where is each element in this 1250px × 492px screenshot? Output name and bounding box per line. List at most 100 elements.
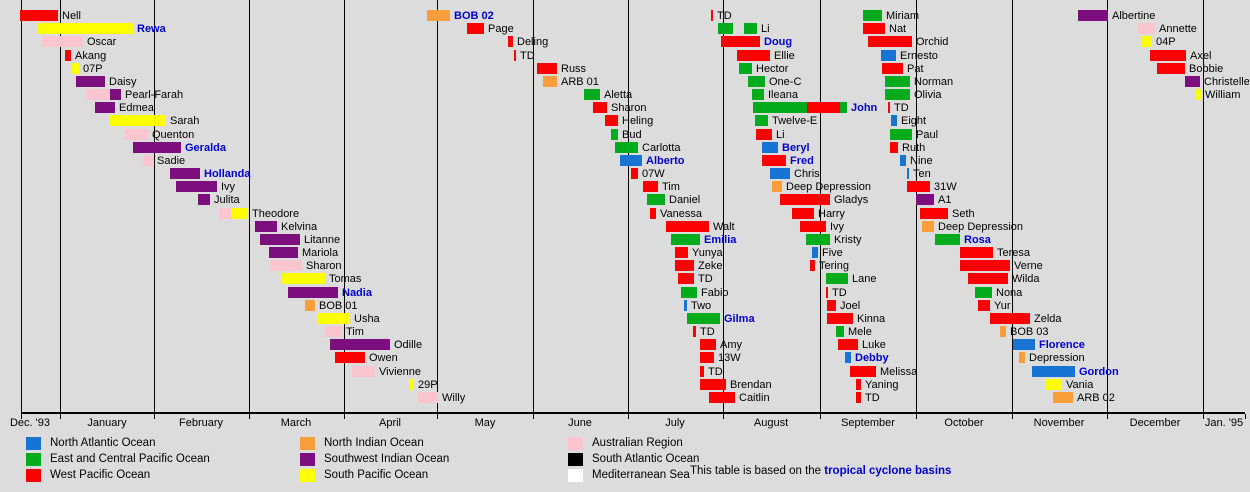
storm-label-aletta: Aletta <box>604 89 633 101</box>
timeline-bar-deep-depression <box>922 221 934 232</box>
axis-month-label: March <box>280 417 312 429</box>
timeline-bar-yur <box>978 300 990 311</box>
axis-tick <box>723 414 724 419</box>
storm-label-nona: Nona <box>996 287 1023 299</box>
timeline-bar-daniel <box>647 194 665 205</box>
storm-label-john[interactable]: John <box>851 102 878 114</box>
legend-swatch-red <box>26 469 41 482</box>
timeline-bar-rewa <box>38 23 133 34</box>
timeline-bar-twelve-e <box>755 115 768 126</box>
timeline-bar-paul <box>890 129 912 140</box>
timeline-bar-edmea <box>95 102 115 113</box>
storm-label-debby[interactable]: Debby <box>855 352 889 364</box>
legend-label: South Atlantic Ocean <box>592 453 700 465</box>
timeline-bar-ten <box>907 168 909 179</box>
storm-label-rosa[interactable]: Rosa <box>964 234 991 246</box>
timeline-bar-ivy <box>176 181 217 192</box>
legend-swatch-yellow <box>300 469 315 482</box>
storm-label-deep-depression: Deep Depression <box>938 221 1023 233</box>
storm-label-doug[interactable]: Doug <box>764 36 793 48</box>
storm-label-florence[interactable]: Florence <box>1039 339 1085 351</box>
timeline-bar-tering <box>810 260 815 271</box>
storm-label-td: TD <box>520 50 535 62</box>
legend-swatch-black <box>568 453 583 466</box>
timeline-bar-albertine <box>1078 10 1108 21</box>
storm-label-page: Page <box>488 23 514 35</box>
month-gridline <box>820 0 821 412</box>
storm-label-gordon[interactable]: Gordon <box>1079 366 1119 378</box>
axis-month-label: Dec. '93 <box>9 417 51 429</box>
storm-label-rewa[interactable]: Rewa <box>137 23 166 35</box>
storm-label-bob-01: BOB 01 <box>319 300 358 312</box>
storm-label-13w: 13W <box>718 352 741 364</box>
timeline-bar-olivia <box>885 89 910 100</box>
legend-label: West Pacific Ocean <box>50 469 151 481</box>
timeline-bar-sarah <box>110 115 166 126</box>
tropical-cyclone-basins-link[interactable]: tropical cyclone basins <box>824 465 952 477</box>
storm-label-teresa: Teresa <box>997 247 1031 259</box>
storm-label-verne: Verne <box>1014 260 1043 272</box>
storm-label-07p: 07P <box>83 63 103 75</box>
timeline-bar-tomas <box>282 273 325 284</box>
storm-label-hollanda[interactable]: Hollanda <box>204 168 251 180</box>
timeline-bar-td <box>693 326 696 337</box>
timeline-bar-nell <box>20 10 58 21</box>
timeline-bar-tim <box>325 326 342 337</box>
storm-label-alberto[interactable]: Alberto <box>646 155 685 167</box>
timeline-bar-gilma <box>687 313 720 324</box>
storm-label-nine: Nine <box>910 155 933 167</box>
timeline-bar-aletta <box>584 89 600 100</box>
storm-label-willy: Willy <box>442 392 466 404</box>
storm-label-deep-depression: Deep Depression <box>786 181 871 193</box>
axis-tick <box>60 414 61 419</box>
axis-month-label: December <box>1129 417 1181 429</box>
axis-tick <box>820 414 821 419</box>
timeline-bar-li <box>718 23 733 34</box>
storm-label-daisy: Daisy <box>109 76 137 88</box>
month-gridline <box>1203 0 1204 412</box>
timeline-bar-five <box>812 247 818 258</box>
timeline-bar-bud <box>611 129 618 140</box>
timeline-bar-lane <box>826 273 848 284</box>
storm-label-edmea: Edmea <box>119 102 154 114</box>
storm-label-fred[interactable]: Fred <box>790 155 814 167</box>
timeline-bar-31w <box>907 181 930 192</box>
timeline-bar-deling <box>508 36 513 47</box>
storm-label-gilma[interactable]: Gilma <box>724 313 755 325</box>
storm-label-vania: Vania <box>1066 379 1094 391</box>
storm-label-heling: Heling <box>622 115 654 127</box>
storm-label-tim: Tim <box>662 181 680 193</box>
timeline-bar-bob-02 <box>427 10 450 21</box>
storm-label-chris: Chris <box>794 168 820 180</box>
legend-label: North Indian Ocean <box>324 437 424 449</box>
timeline-bar-brendan <box>700 379 726 390</box>
timeline-bar-seth <box>920 208 948 219</box>
timeline-bar-owen <box>335 352 365 363</box>
timeline-bar-julita <box>198 194 210 205</box>
storm-label-quenton: Quenton <box>152 129 195 141</box>
timeline-bar-nadia <box>288 287 338 298</box>
axis-month-label: January <box>87 417 127 429</box>
timeline-bar-bob-01 <box>305 300 315 311</box>
storm-label-kinna: Kinna <box>857 313 886 325</box>
legend-label: South Pacific Ocean <box>324 469 429 481</box>
storm-label-geralda[interactable]: Geralda <box>185 142 226 154</box>
storm-label-luke: Luke <box>862 339 886 351</box>
storm-label-emilia[interactable]: Emilia <box>704 234 737 246</box>
storm-label-yunya: Yunya <box>692 247 723 259</box>
storm-label-oscar: Oscar <box>87 36 117 48</box>
axis-tick <box>1203 414 1204 419</box>
storm-label-bob-02[interactable]: BOB 02 <box>454 10 494 22</box>
storm-label-daniel: Daniel <box>669 194 701 206</box>
time-axis-line <box>21 412 1245 414</box>
timeline-bar-quenton <box>125 129 148 140</box>
timeline-bar-two <box>684 300 687 311</box>
legend-swatch-white <box>568 469 583 482</box>
month-gridline <box>154 0 155 412</box>
axis-month-label: August <box>753 417 789 429</box>
storm-label-07w: 07W <box>642 168 665 180</box>
timeline-bar-kinna <box>827 313 853 324</box>
storm-label-nadia[interactable]: Nadia <box>342 287 372 299</box>
storm-label-beryl[interactable]: Beryl <box>782 142 810 154</box>
storm-label-td: TD <box>708 366 723 378</box>
